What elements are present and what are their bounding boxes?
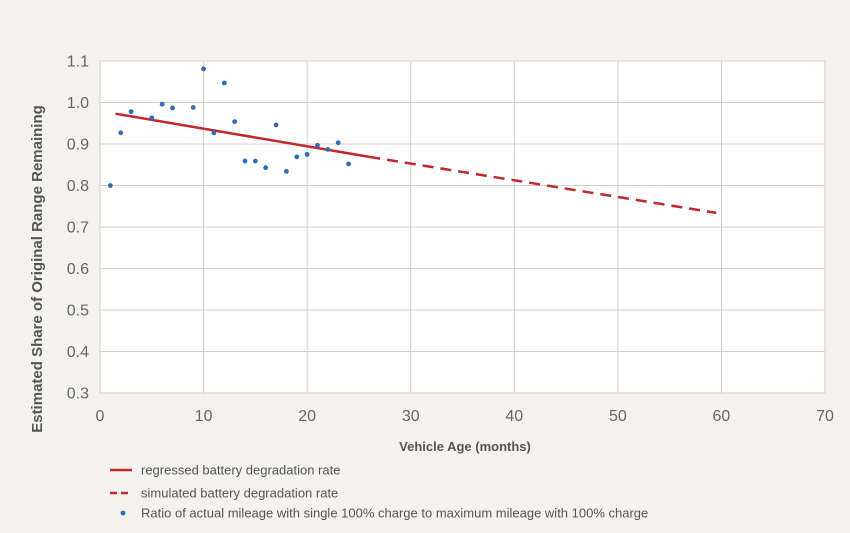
data-point bbox=[294, 154, 300, 160]
legend-label-simulated: simulated battery degradation rate bbox=[141, 486, 338, 501]
data-point bbox=[201, 66, 206, 72]
y-axis-label: Estimated Share of Original Range Remain… bbox=[29, 105, 46, 433]
data-point bbox=[170, 105, 175, 111]
data-point bbox=[221, 80, 227, 86]
legend-item-ratio: Ratio of actual mileage with single 100%… bbox=[120, 506, 648, 521]
data-point bbox=[149, 115, 155, 121]
data-point bbox=[159, 101, 165, 107]
legend-label-ratio: Ratio of actual mileage with single 100%… bbox=[141, 506, 648, 521]
x-tick-label: 70 bbox=[816, 408, 834, 425]
legend-label-regressed: regressed battery degradation rate bbox=[141, 463, 340, 478]
data-point bbox=[273, 122, 279, 128]
x-tick-label: 20 bbox=[298, 408, 316, 425]
legend-swatch-dot bbox=[120, 510, 126, 516]
simulated-degradation-line bbox=[369, 155, 717, 215]
x-axis-label: Vehicle Age (months) bbox=[399, 439, 531, 454]
x-tick-label: 30 bbox=[402, 408, 420, 425]
data-point bbox=[190, 105, 196, 110]
y-tick-label: 0.9 bbox=[67, 137, 89, 154]
scatter-points bbox=[107, 66, 351, 188]
data-point bbox=[242, 158, 248, 164]
legend-item-regressed: regressed battery degradation rate bbox=[110, 463, 340, 478]
x-tick-label: 60 bbox=[713, 408, 731, 425]
y-tick-label: 1.0 bbox=[67, 95, 89, 112]
x-axis-ticks: 0 10 20 30 40 50 60 70 bbox=[96, 408, 834, 425]
data-point bbox=[107, 183, 113, 188]
data-point bbox=[346, 161, 351, 167]
y-tick-label: 0.8 bbox=[67, 178, 89, 195]
y-axis-ticks: 0.3 0.4 0.5 0.6 0.7 0.8 0.9 1.0 1.1 bbox=[67, 54, 89, 403]
x-tick-label: 10 bbox=[195, 408, 213, 425]
x-tick-label: 40 bbox=[505, 408, 523, 425]
data-point bbox=[118, 130, 124, 136]
y-tick-label: 0.7 bbox=[67, 220, 89, 237]
x-tick-label: 50 bbox=[609, 408, 627, 425]
data-point bbox=[304, 151, 310, 157]
data-point bbox=[284, 168, 289, 174]
data-point bbox=[232, 119, 238, 124]
data-point bbox=[335, 140, 341, 146]
data-point bbox=[252, 158, 258, 164]
data-point bbox=[211, 130, 217, 136]
y-tick-label: 0.4 bbox=[67, 344, 89, 361]
gridlines bbox=[99, 60, 826, 394]
data-point bbox=[263, 165, 269, 171]
x-tick-label: 0 bbox=[96, 408, 105, 425]
y-tick-label: 0.5 bbox=[67, 303, 89, 320]
y-tick-label: 0.6 bbox=[67, 261, 89, 278]
legend: regressed battery degradation rate simul… bbox=[110, 463, 648, 521]
legend-item-simulated: simulated battery degradation rate bbox=[110, 486, 338, 501]
data-point bbox=[315, 142, 320, 148]
data-point bbox=[325, 146, 331, 152]
data-point bbox=[128, 109, 134, 115]
y-tick-label: 0.3 bbox=[67, 386, 89, 403]
y-tick-label: 1.1 bbox=[67, 54, 89, 71]
